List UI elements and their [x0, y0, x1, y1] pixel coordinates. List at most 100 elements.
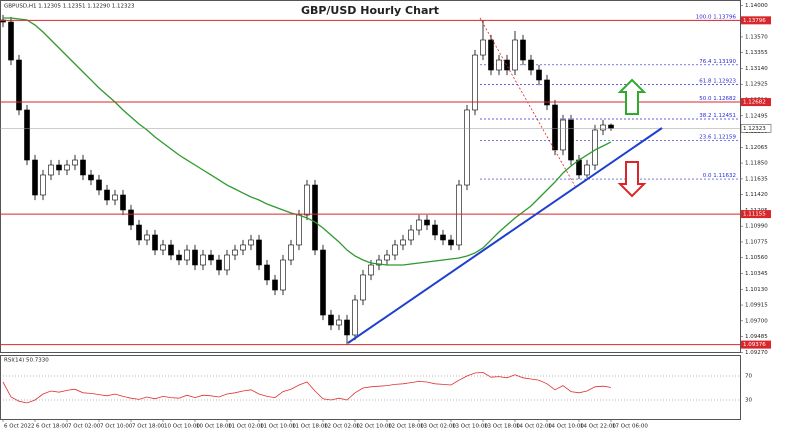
y-tick-label: 1.09700 — [745, 318, 768, 324]
candle-body — [216, 259, 222, 271]
candle-body — [568, 119, 574, 161]
candle-body — [544, 79, 550, 106]
candle-body — [88, 174, 94, 181]
candle-body — [200, 254, 206, 266]
candle-body — [432, 224, 438, 236]
y-tick-label: 1.10775 — [745, 239, 768, 245]
candle-body — [584, 164, 590, 176]
trend-line — [347, 127, 663, 344]
candle-body — [408, 229, 414, 241]
fib-label: 100.0 1.13796 — [696, 14, 737, 20]
y-tick-label: 1.14000 — [745, 3, 768, 9]
chart-header: GBPUSD,H1 1.12305 1.12351 1.12290 1.1232… — [4, 4, 135, 10]
candle-body — [528, 59, 534, 71]
candle-body — [344, 319, 350, 336]
candle-body — [400, 239, 406, 246]
candle-body — [480, 39, 486, 56]
candle-body — [600, 124, 606, 131]
x-tick-label: 11 Oct 02:00 — [228, 424, 264, 430]
x-tick-label: 13 Oct 02:00 — [420, 424, 456, 430]
candle-body — [72, 159, 78, 166]
x-tick-label: 12 Oct 10:00 — [356, 424, 392, 430]
candle-body — [32, 159, 38, 196]
candle-body — [56, 164, 62, 171]
plot: 1.140001.137851.135701.133551.131401.129… — [0, 3, 772, 430]
x-tick-label: 7 Oct 10:00 — [100, 424, 133, 430]
moving-average — [3, 17, 612, 266]
up-arrow — [617, 78, 647, 115]
candle-body — [416, 219, 422, 231]
fib-anchor-line — [479, 17, 576, 187]
candle-body — [512, 39, 518, 71]
candle-body — [560, 119, 566, 151]
candle-body — [272, 279, 278, 291]
x-tick-label: 13 Oct 18:00 — [484, 424, 520, 430]
down-arrow — [617, 161, 647, 198]
candle-body — [424, 219, 430, 226]
candle-body — [496, 59, 502, 71]
candle-body — [608, 124, 614, 129]
level-label: 1.12682 — [743, 100, 766, 106]
y-tick-label: 1.10345 — [745, 271, 768, 277]
candle-body — [96, 179, 102, 191]
candle-body — [264, 264, 270, 281]
y-tick-label: 1.10990 — [745, 224, 768, 230]
y-tick-label: 1.12065 — [745, 145, 768, 151]
x-tick-label: 14 Oct 02:00 — [516, 424, 552, 430]
candle-body — [24, 109, 30, 161]
y-tick-label: 1.13570 — [745, 34, 768, 40]
candle-body — [296, 214, 302, 246]
candle-body — [168, 244, 174, 256]
x-tick-label: 10 Oct 18:00 — [196, 424, 232, 430]
last-price-tag — [740, 124, 772, 133]
candle-body — [128, 209, 134, 226]
candle-body — [368, 264, 374, 276]
candle-body — [552, 104, 558, 151]
candle-body — [464, 109, 470, 186]
y-tick-label: 1.11420 — [745, 192, 768, 198]
candle-body — [472, 54, 478, 111]
candle-body — [144, 234, 150, 241]
x-tick-label: 12 Oct 02:00 — [324, 424, 360, 430]
main-panel — [0, 0, 741, 353]
candle-body — [232, 249, 238, 256]
candle-body — [328, 314, 334, 326]
candle-body — [352, 299, 358, 336]
candle-body — [48, 164, 54, 176]
candle-body — [448, 239, 454, 246]
y-tick-label: 1.13355 — [745, 50, 768, 56]
chart-title: GBP/USD Hourly Chart — [301, 4, 439, 17]
level-label: 1.11155 — [743, 212, 766, 218]
y-tick-label: 1.10560 — [745, 255, 768, 261]
fib-label: 23.6 1.12159 — [699, 134, 736, 140]
rsi-panel — [0, 355, 741, 420]
candle-body — [136, 224, 142, 241]
candle-body — [8, 21, 14, 61]
y-tick-label: 1.13140 — [745, 66, 768, 72]
candle-body — [376, 259, 382, 266]
candle-body — [536, 69, 542, 81]
x-tick-label: 13 Oct 10:00 — [452, 424, 488, 430]
y-tick-label: 1.11635 — [745, 176, 768, 182]
candle-body — [384, 254, 390, 261]
candle-body — [208, 254, 214, 261]
rsi-tick-label: 30 — [745, 398, 752, 404]
rsi-label: RSI(14) 50.7330 — [4, 358, 49, 364]
level-tag — [741, 16, 771, 25]
candle-body — [224, 254, 230, 271]
x-tick-label: 14 Oct 10:00 — [548, 424, 584, 430]
candle-body — [16, 59, 22, 111]
candle-body — [184, 249, 190, 261]
candle-body — [112, 194, 118, 201]
rsi-line — [2, 371, 612, 404]
candle-body — [152, 234, 158, 251]
level-tag — [741, 98, 771, 107]
candle-body — [336, 319, 342, 326]
candle-body — [240, 244, 246, 251]
candle-body — [256, 239, 262, 266]
level-label: 1.09376 — [743, 342, 766, 348]
x-tick-label: 11 Oct 10:00 — [260, 424, 296, 430]
x-tick-label: 7 Oct 02:00 — [68, 424, 101, 430]
fib-label: 0.0 1.11632 — [703, 173, 736, 179]
fib-label: 50.0 1.12682 — [699, 96, 736, 102]
